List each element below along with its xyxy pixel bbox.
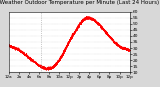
Text: Milwaukee Weather Outdoor Temperature per Minute (Last 24 Hours): Milwaukee Weather Outdoor Temperature pe… bbox=[0, 0, 159, 5]
